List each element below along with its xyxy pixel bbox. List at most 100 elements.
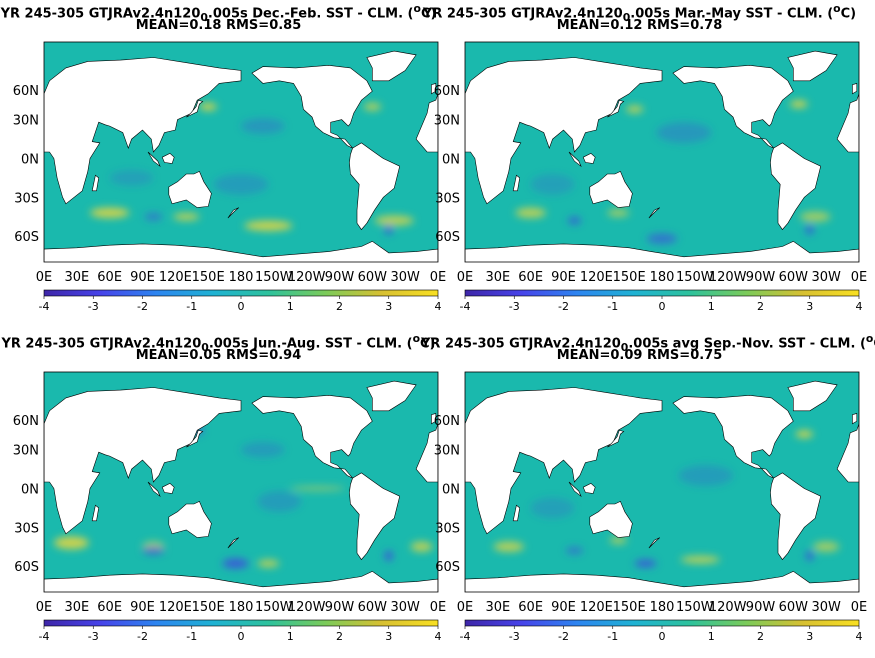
colorbar-tick-label: -3 — [88, 630, 99, 643]
x-tick-label: 30E — [64, 270, 89, 285]
y-tick-label: 60S — [435, 230, 460, 245]
warm-anomaly-patch — [173, 212, 200, 221]
x-tick-label: 60W — [779, 270, 809, 285]
map-panel-son: YR 245-305 GTJRAv2.4n1200.005s avg Sep.-… — [421, 330, 875, 658]
warm-anomaly-patch — [607, 208, 630, 217]
land-mass — [465, 387, 663, 535]
land-mass — [648, 207, 660, 219]
y-tick-label: 30N — [13, 114, 39, 129]
land-mass — [44, 387, 242, 535]
x-tick-label: 0E — [851, 270, 868, 285]
land-mass — [44, 240, 438, 262]
y-tick-label: 30S — [435, 191, 460, 206]
land-mass — [589, 170, 633, 208]
x-tick-label: 150E — [613, 270, 646, 285]
land-mass — [672, 64, 794, 149]
warm-anomaly-patch — [790, 100, 808, 108]
colorbar-tick-label: 1 — [287, 300, 294, 313]
x-tick-label: 60W — [779, 600, 809, 615]
colorbar-tick-label: 4 — [856, 630, 863, 643]
colorbar-tick-label: 2 — [336, 300, 343, 313]
warm-anomaly-patch — [53, 536, 89, 550]
colorbar-tick-label: -1 — [607, 300, 618, 313]
colorbar-tick-label: 2 — [336, 630, 343, 643]
colorbar-tick-label: 2 — [757, 630, 764, 643]
panel-title: YR 245-305 GTJRAv2.4n1200.005s Jun.-Aug.… — [1, 332, 436, 354]
land-mass — [465, 57, 663, 205]
cool-anomaly-patch — [805, 224, 815, 235]
y-tick-label: 30S — [435, 521, 460, 536]
y-tick-label: 0N — [442, 482, 460, 497]
x-tick-label: 0E — [457, 270, 474, 285]
land-mass — [349, 472, 401, 561]
land-mass — [465, 240, 859, 262]
axes-frame — [464, 41, 860, 263]
colorbar-tick-label: 4 — [856, 300, 863, 313]
land-mass — [227, 207, 239, 219]
land-mass — [349, 142, 401, 231]
land-mass — [512, 174, 521, 192]
colorbar-tick-label: -4 — [39, 630, 50, 643]
cool-anomaly-patch — [241, 118, 285, 134]
warm-anomaly-patch — [625, 105, 644, 114]
x-tick-label: 0E — [36, 270, 53, 285]
land-mass — [431, 412, 437, 425]
warm-anomaly-patch — [680, 555, 721, 564]
land-mass — [836, 93, 859, 153]
land-mass — [852, 82, 858, 95]
x-tick-label: 90E — [130, 600, 155, 615]
colorbar — [43, 289, 439, 297]
x-tick-label: 0E — [430, 600, 447, 615]
x-tick-label: 150W — [255, 600, 293, 615]
x-tick-label: 180 — [229, 270, 254, 285]
x-tick-label: 30E — [64, 600, 89, 615]
land-mass — [589, 500, 633, 538]
x-tick-label: 0E — [36, 600, 53, 615]
x-tick-label: 150E — [192, 270, 225, 285]
colorbar — [43, 619, 439, 627]
y-tick-label: 0N — [21, 152, 39, 167]
x-tick-label: 90W — [325, 270, 355, 285]
colorbar-tick-label: 3 — [806, 300, 813, 313]
panel-stats: MEAN=0.05 RMS=0.94 — [135, 348, 302, 363]
x-tick-label: 120E — [580, 600, 613, 615]
land-mass — [568, 151, 582, 168]
colorbar-tick-label: 0 — [238, 300, 245, 313]
panel-title: YR 245-305 GTJRAv2.4n1200.005s avg Sep.-… — [421, 332, 875, 354]
x-tick-label: 90W — [746, 600, 776, 615]
y-tick-label: 30S — [14, 191, 39, 206]
land-mass — [852, 412, 858, 425]
land-mass — [227, 537, 239, 549]
x-tick-label: 0E — [851, 600, 868, 615]
x-tick-label: 30W — [811, 270, 841, 285]
x-tick-label: 90E — [130, 270, 155, 285]
colorbar-tick-label: 3 — [806, 630, 813, 643]
x-tick-label: 180 — [650, 600, 675, 615]
land-mass — [366, 50, 417, 82]
axes-frame — [43, 41, 439, 263]
x-tick-label: 180 — [229, 600, 254, 615]
colorbar-tick-label: 1 — [287, 630, 294, 643]
y-tick-label: 60S — [435, 560, 460, 575]
x-tick-label: 150W — [676, 270, 714, 285]
x-tick-label: 60W — [358, 600, 388, 615]
map-panel-jja: YR 245-305 GTJRAv2.4n1200.005s Jun.-Aug.… — [0, 330, 446, 658]
x-tick-label: 90E — [551, 600, 576, 615]
colorbar-tick-label: -2 — [558, 300, 569, 313]
land-mass — [787, 380, 838, 412]
y-tick-label: 60N — [434, 414, 460, 429]
land-mass — [582, 482, 596, 494]
x-tick-label: 30W — [390, 270, 420, 285]
land-mass — [415, 93, 438, 153]
x-tick-label: 150E — [613, 600, 646, 615]
y-tick-label: 60N — [434, 84, 460, 99]
cool-anomaly-patch — [530, 174, 575, 195]
land-mass — [607, 429, 625, 448]
warm-anomaly-patch — [89, 207, 130, 218]
warm-anomaly-patch — [493, 541, 525, 552]
colorbar-tick-label: -2 — [137, 300, 148, 313]
land-mass — [168, 170, 212, 208]
cool-anomaly-patch — [384, 224, 394, 235]
warm-anomaly-patch — [813, 541, 840, 552]
